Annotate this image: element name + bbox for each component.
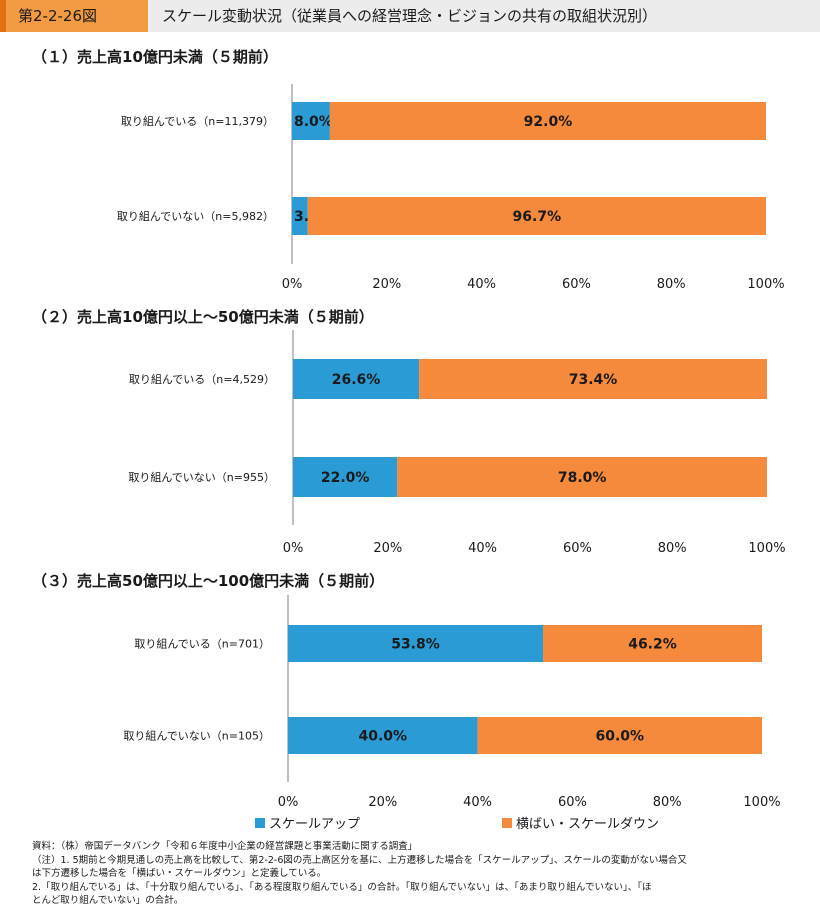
- data-label: 46.2%: [628, 637, 677, 653]
- category-label: 取り組んでいない（n=955）: [128, 471, 275, 484]
- note-line: は下方遷移した場合を「横ばい・スケールダウン」と定義している。: [32, 868, 327, 879]
- x-tick-label: 20%: [372, 277, 401, 292]
- bar-segment: [419, 359, 767, 399]
- bar-segment: [288, 717, 478, 754]
- data-label: 40.0%: [359, 729, 408, 745]
- figure-number: 第2-2-26図: [0, 0, 148, 32]
- x-tick-label: 80%: [653, 795, 682, 810]
- x-tick-label: 100%: [747, 277, 784, 292]
- bar-segment: [292, 197, 308, 235]
- bar-segment: [477, 717, 762, 754]
- note-line: とんど取り組んでいない」の合計。: [32, 895, 184, 906]
- x-tick-label: 0%: [283, 541, 304, 556]
- bar-segment: [397, 457, 767, 497]
- category-label: 取り組んでいる（n=4,529）: [129, 373, 275, 386]
- x-tick-label: 80%: [657, 277, 686, 292]
- legend-label-flat-down: 横ばい・スケールダウン: [516, 817, 660, 832]
- note-line: 2.「取り組んでいる」は、「十分取り組んでいる」、「ある程度取り組んでいる」の合…: [32, 881, 652, 893]
- category-label: 取り組んでいない（n=5,982）: [117, 210, 274, 223]
- x-tick-label: 100%: [748, 541, 785, 556]
- x-tick-label: 40%: [468, 541, 497, 556]
- note-line: （注）1. 5期前と今期見通しの売上高を比較して、第2-2-6図の売上高区分を基…: [32, 854, 687, 866]
- legend-swatch-flat-down: [502, 817, 512, 828]
- section-title-3: （３）売上高50億円以上～100億円未満（５期前）: [32, 572, 385, 590]
- notes: 資料：（株）帝国データバンク「令和６年度中小企業の経営課題と事業活動に関する調査…: [32, 840, 802, 908]
- chart-section-2: 取り組んでいる（n=4,529） 26.6% 73.4% 取り組んでいない（n=955…: [128, 330, 786, 556]
- x-tick-label: 60%: [563, 541, 592, 556]
- data-label: 53.8%: [391, 637, 440, 653]
- figure-header: 第2-2-26図 スケール変動状況（従業員への経営理念・ビジョンの共有の取組状況…: [0, 0, 820, 32]
- x-tick-label: 20%: [373, 541, 402, 556]
- x-tick-label: 0%: [278, 795, 299, 810]
- bar-segment: [292, 102, 330, 140]
- chart-section-3: 取り組んでいる（n=701） 53.8% 46.2% 取り組んでいない（n=105） 4…: [123, 595, 781, 810]
- legend-scale-up: スケールアップ: [255, 813, 360, 832]
- legend-swatch-scale-up: [255, 817, 265, 828]
- bar-segment: [329, 102, 766, 140]
- x-tick-label: 40%: [467, 277, 496, 292]
- bar-segment: [293, 359, 420, 399]
- x-tick-label: 0%: [282, 277, 303, 292]
- data-label: 73.4%: [569, 372, 618, 388]
- legend-label-scale-up: スケールアップ: [269, 817, 361, 832]
- data-label: 60.0%: [596, 729, 645, 745]
- data-label: 22.0%: [321, 470, 370, 486]
- legend-flat-down: 横ばい・スケールダウン: [502, 813, 659, 832]
- data-label: 8.0%: [294, 114, 333, 130]
- note-source: 資料：（株）帝国データバンク「令和６年度中小企業の経営課題と事業活動に関する調査…: [32, 841, 418, 852]
- bar-segment: [543, 625, 762, 662]
- x-tick-label: 60%: [562, 277, 591, 292]
- x-tick-label: 40%: [463, 795, 492, 810]
- x-tick-label: 100%: [743, 795, 780, 810]
- chart-section-1: 取り組んでいる（n=11,379） 8.0% 92.0% 取り組んでいない（n=5,9…: [117, 84, 785, 292]
- bar-segment: [288, 625, 544, 662]
- figure-title: スケール変動状況（従業員への経営理念・ビジョンの共有の取組状況別）: [162, 7, 658, 25]
- category-label: 取り組んでいる（n=11,379）: [121, 115, 274, 128]
- x-tick-label: 20%: [368, 795, 397, 810]
- data-label: 96.7%: [513, 209, 562, 225]
- x-tick-label: 80%: [658, 541, 687, 556]
- x-tick-label: 60%: [558, 795, 587, 810]
- section-title-1: （１）売上高10億円未満（５期前）: [32, 48, 278, 66]
- category-label: 取り組んでいない（n=105）: [123, 730, 270, 743]
- section-title-2: （２）売上高10億円以上～50億円未満（５期前）: [32, 308, 374, 326]
- bar-segment: [307, 197, 766, 235]
- category-label: 取り組んでいる（n=701）: [134, 638, 270, 651]
- data-label: 78.0%: [558, 470, 607, 486]
- data-label: 92.0%: [524, 114, 573, 130]
- data-label: 26.6%: [332, 372, 381, 388]
- bar-segment: [293, 457, 398, 497]
